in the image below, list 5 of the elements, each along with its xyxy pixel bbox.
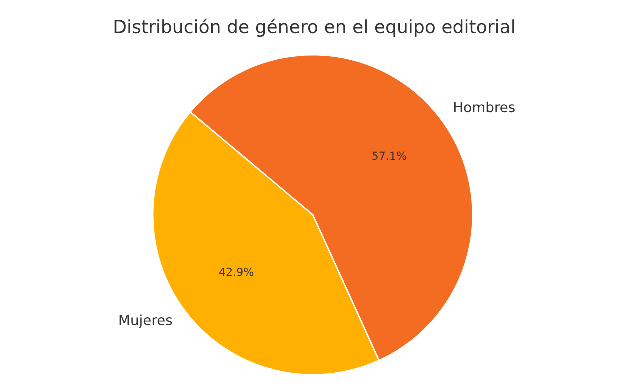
slice-label: Mujeres [120,314,172,328]
chart-title: Distribución de género en el equipo editorial [114,18,514,38]
data-label: 42.9% [219,268,254,276]
slice-label: Hombres [454,102,515,113]
data-label: 57.1% [372,152,406,160]
